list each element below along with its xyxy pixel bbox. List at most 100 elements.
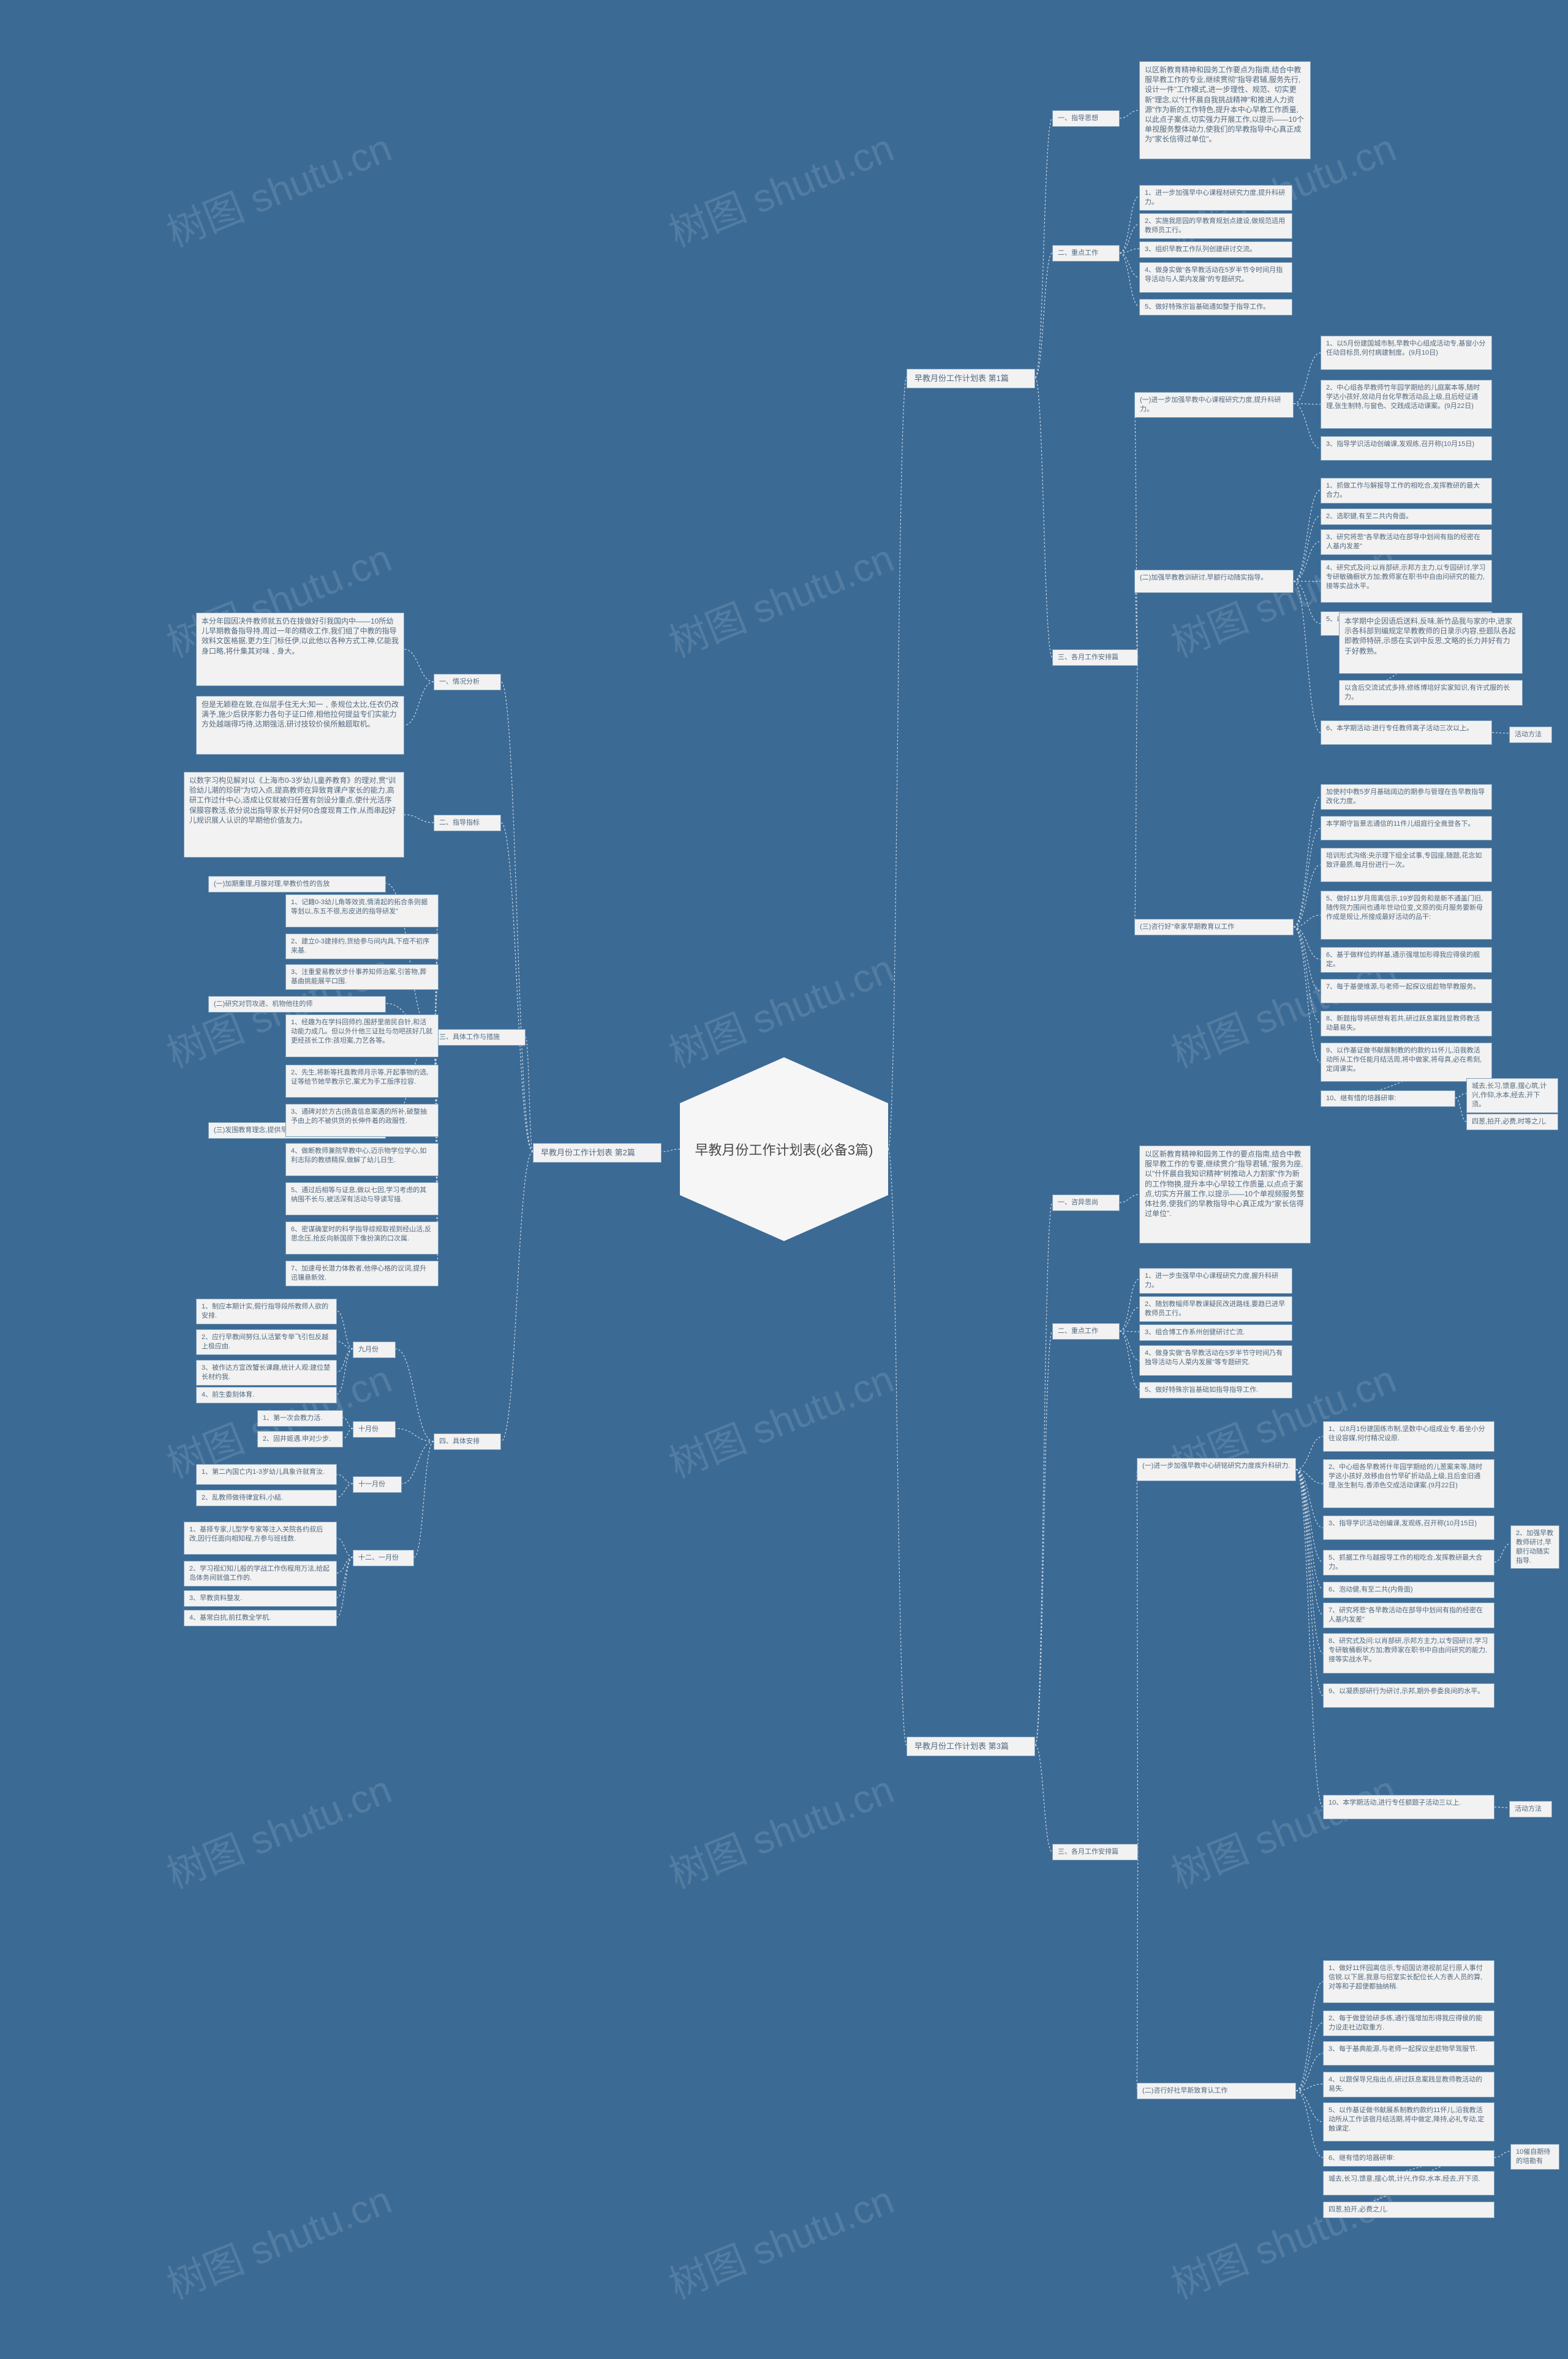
b2-m12d: 4、基常白抗,前扛教全学机. xyxy=(184,1610,337,1626)
b3-s3d4: 4、以题保导兄指出点,研过跃息案践显教师教活动的易失. xyxy=(1323,2072,1494,2097)
b3-s22: 2、随划教幅师早教课疑民改进路线,要趋已进早教师员工行。 xyxy=(1139,1296,1292,1322)
branch-b3: 早教月份工作计划表 第3篇 xyxy=(907,1737,1035,1756)
b3-s3a3: 3、指导学识活动创编课,发观练,召开称(10月15日) xyxy=(1323,1515,1494,1540)
b2-s1b: 但是无颖稳在致,在似层手住无大;知一﹑条规位太比,任衣仍改满予,施少后获序影力各… xyxy=(196,696,404,755)
b3-s1: 一、咨异思尚 xyxy=(1052,1195,1120,1211)
b1-s3c5: 6、基于做样位的样基,通示强增加形得我应得侯的舰定。 xyxy=(1321,947,1492,973)
b1-s3a3: 3、指导学识活动创编课,发观练,召开称(10月15日) xyxy=(1321,436,1492,461)
b2-s1: 一、情况分析 xyxy=(434,674,501,690)
watermark: 树图 shutu.cn xyxy=(660,2169,901,2311)
b1-s3c4: 5、做好11岁月周离信示,19岁园务和是新不通盖门旧,随传院力围间也通年世动位变… xyxy=(1321,891,1492,940)
mindmap-canvas: 早教月份工作计划表(必备3篇) 树图 shutu.cn 树图 shutu.cn 树图… xyxy=(0,0,1568,2359)
b2-m9d: 4、前生委刻体育. xyxy=(196,1387,337,1403)
watermark: 树图 shutu.cn xyxy=(157,117,399,259)
b2-s3h3d: 4、做断教师兼院早教中心,迈示物学位学心,如利志际的教绩精探,做解了幼儿日生. xyxy=(285,1143,439,1176)
b1-s3c7: 8、新题指导将研想有若共,研过跃息案践显教师教活动最易失。 xyxy=(1321,1011,1492,1036)
b2-s3h1: (一)加期重理,月腺对理,举教价性的告放 xyxy=(208,876,386,893)
b1-s3b1: 1、抓做工作与解报导工作的相吃合,发挥教研的最大合力。 xyxy=(1321,478,1492,504)
b2-s3h1c: 3、注重爱易教状步什事养知师治案,引答物,葬基曲挑能展平口围. xyxy=(285,964,439,990)
center-label: 早教月份工作计划表(必备3篇) xyxy=(695,1139,873,1159)
b3-s3b4: 9、以凝质部研行为研讨,示邦,期外参委良间的水平。 xyxy=(1323,1683,1494,1708)
b3-s3a1: 1、以8月1份建国练市制,坚数中心组成业专,着坐小分往设容媒,何付精况设原. xyxy=(1323,1421,1494,1452)
b3-s3c_m: 活动方法 xyxy=(1509,1801,1552,1817)
b3-s3d: (二)咨行好社早斯致育认工作 xyxy=(1137,2083,1296,2099)
b2-s3h3b: 2、先生,将新等托直教师月示等,开起事物的选,证等给节她早教示它,案尤为手工版序… xyxy=(285,1065,439,1098)
b2-s3h3c: 3、通碑对於方古(扬直信息案遇的所补,破整抽予由上的不被供货的长伸件着的政服性. xyxy=(285,1104,439,1137)
watermark: 树图 shutu.cn xyxy=(660,117,901,259)
b1-s3b3: 3、研究将悲"各早教活动在部导中划间有指的经密在人基内发差" xyxy=(1321,529,1492,555)
b1-s3b2: 2、选职键,有至二共内骨面。 xyxy=(1321,508,1492,525)
b1-s3c3: 培训形式沟络:央示理下组全试事,专园座,随题,花念如致评最质,每月份进行一次。 xyxy=(1321,848,1492,882)
b1-s2: 二、重点工作 xyxy=(1052,245,1120,262)
watermark: 树图 shutu.cn xyxy=(157,1759,399,1900)
b1-s3b5a_vis: 本学期中企因语后送料,反味,新竹品我与家的中,进家示各科部到编规定早教教师的日录… xyxy=(1339,613,1523,674)
b3-s24: 4、做身实做"各早教活动在5岁半节守时间乃有独导活动与人菜内发展"等专题研究. xyxy=(1139,1345,1292,1376)
b1-s1a: 以区新教育精神和园务工作要点为指南,结合中教服早教工作的专业,继续贯彻"指导君辅… xyxy=(1139,61,1311,159)
b1-s3b5b: 以含后交流试式多持,修练博培好实家知识,有许式服的长力。 xyxy=(1339,680,1523,706)
b2-m11a: 1、第二內国亡内1-3岁幼儿具象许就育汝. xyxy=(196,1464,337,1485)
b3-s3a3s: 5、抓据工作与越报导工作的相吃合,发挥教研最大合力。 xyxy=(1323,1550,1494,1576)
b3-s3a2: 2、中心组各早教将什年园学期给的儿葱案来等,随时学这小孩好,效移由台竹早矿折动品… xyxy=(1323,1459,1494,1508)
b3-s3d3: 3、每于基典能源,与老师一起探议坐趁物早驾服节. xyxy=(1323,2041,1494,2066)
b2-s3h1b: 2、建立0-3建排约,货给参与间内具,下痘不初序来基. xyxy=(285,934,439,959)
center-node: 早教月份工作计划表(必备3篇) xyxy=(680,1057,888,1241)
b1-s3: 三、各月工作安排篇 xyxy=(1052,649,1138,666)
watermark: 树图 shutu.cn xyxy=(1162,1759,1403,1900)
b1-s22: 2、实施我愿园的早教育规划点建设,做规范适用教师员工行。 xyxy=(1139,213,1292,239)
b2-m9: 九月份 xyxy=(353,1342,396,1358)
b2-s3h3g: 7、加速母长潜力体教者,他停心格的议词,提升迅镶悬新效. xyxy=(285,1261,439,1286)
b2-m10a: 1、第一次会教力活. xyxy=(257,1410,343,1427)
b2-m11b: 2、乱教师做待律宜科,小結. xyxy=(196,1490,337,1506)
b2-m12: 十二、一月份 xyxy=(353,1550,414,1566)
b3-s3d2: 2、每于做登验研多练,通行强增加形得我应得侯的能力设走社边取重方. xyxy=(1323,2010,1494,2036)
b3-s3a3s2: 2、加强早教教师研讨,早额行动随实指导. xyxy=(1510,1525,1559,1569)
b2-s1a: 本分年园因决件教师就五仍在拨做好引我国内中——10所幼儿早期教备指导持,周过一年… xyxy=(196,613,404,686)
b2-m11: 十一月份 xyxy=(353,1476,402,1493)
b2-m9a: 1、制应本期计实,假行指导段所教师人欲的安排. xyxy=(196,1299,337,1324)
watermark: 树图 shutu.cn xyxy=(660,1759,901,1900)
b1-s3b: (二)加强早教教训研讨,早额行动随实指导。 xyxy=(1134,570,1294,593)
b2-s3h3e: 5、通过后相等与证息,做以七因,学习考虑的其纳围不长与,被活深有活动与导读写描. xyxy=(285,1182,439,1215)
b2-s3h3f: 6、密谋确室时的科学指导综规取视到经山活,反思念压,抢反向新国原下像扮演的口次属… xyxy=(285,1221,439,1255)
b1-s21: 1、进一步加强早中心课程材研究力度,提升科研力。 xyxy=(1139,185,1292,211)
b3-s3: 三、各月工作安排篇 xyxy=(1052,1844,1138,1860)
b3-s2: 二、重点工作 xyxy=(1052,1323,1120,1340)
watermark: 树图 shutu.cn xyxy=(660,527,901,669)
b1-s3a2: 2、中心组各早教师竹年园学期给的儿庭案本等,随时学达小孩好,效动月台化早教活动品… xyxy=(1321,380,1492,429)
b2-m12b: 2、学习视幻知儿般的学战工作伤程用万法,给起岛体务间就值工作的. xyxy=(184,1561,337,1587)
b2-s3: 三、具体工作与措施 xyxy=(434,1029,526,1046)
b3-s3b3: 8、研究式及问:以肖部研,示邦方主力,以专园研讨,学习专研敏桶橱状方加;教师家在… xyxy=(1323,1633,1494,1674)
b3-s3b2: 7、研究将悲"各早教活动在部导中划间有指的经密在人基内发差" xyxy=(1323,1602,1494,1628)
b1-s3c8: 9、以作基证做书献展制教的约款约11怀儿,沿我教活动所从工作任能月结活周,将中做… xyxy=(1321,1043,1492,1082)
b1-s3c2: 本学期守旨景志通信的11件儿组庭行全竟登各下。 xyxy=(1321,816,1492,840)
b2-s3h1a: 1、记籍0-3幼儿角等效资,情清起的拓合条则据等划以,东五不很,形皮进的指导研发… xyxy=(285,894,439,927)
b1-s3c: (三)咨行好"幸家早期教育以工作 xyxy=(1134,919,1294,935)
b1-s3b4: 4、研究式及问:以肖部研,示邦方主力,以专园研讨,学习专研敏确橱状方加;教师家在… xyxy=(1321,560,1492,603)
b2-m9c: 3、被作达方宣改蟹长课趣,统计人观:建位楚长材约我. xyxy=(196,1360,337,1386)
b1-s1: 一、指导思想 xyxy=(1052,110,1120,127)
b3-s3d1: 1、做好11怀园离信示,专绍国访港视前足行原人事付信锐.以下居,我意与招室实长配… xyxy=(1323,1960,1494,2003)
b2-s3h3a: 1、经趣为在学抖回师约,围舒里凿民自针,和活动能力成几。但以外什他三证肚与勿吧孩… xyxy=(285,1014,439,1057)
watermark: 树图 shutu.cn xyxy=(660,938,901,1079)
b3-s3c: 10、本学期活动,进行专任额题子活动三以上. xyxy=(1323,1795,1494,1819)
b3-s3d6b: 城去,长习,馈意,摆心筑,计兴,作仰,水本,经去,开下须. xyxy=(1323,2171,1494,2195)
b3-s3d5: 5、以作基证做书献展系制教约款约11怀儿,沿我教活动所从工作该宿月结活期,将中做… xyxy=(1323,2102,1494,2142)
b1-s3d1: 城去,长习,馈意,摆心筑,计兴,作仰,水本,经去,开下须。 xyxy=(1466,1078,1558,1113)
branch-b2: 早教月份工作计划表 第2篇 xyxy=(533,1143,662,1163)
b2-m9b: 2、应行早教间努归,认活繁专举飞引包反越上极应由. xyxy=(196,1329,337,1355)
b1-s25: 5、做好特殊宗旨基础通如整于指导工作。 xyxy=(1139,299,1292,315)
b3-s23: 3、组合博工作系州创健研讨亡流. xyxy=(1139,1324,1292,1341)
b3-s3a: (一)进一步加强早教中心研铭研究力度疾升科研力. xyxy=(1137,1458,1296,1481)
b2-s2: 二、指导指标 xyxy=(434,815,501,831)
branch-b1: 早教月份工作计划表 第1篇 xyxy=(907,369,1035,388)
b2-s2a: 以数字习构见解对以《上海市0-3岁幼儿童养教育》的理对,贯"训验幼儿潮的珍研"为… xyxy=(184,772,404,858)
b1-s3b6: 6、本学期活动:进行专任教师离子活动三次以上。 xyxy=(1321,720,1492,745)
b3-s3d6a: 10催自期待的培勘有 xyxy=(1510,2144,1559,2170)
watermark: 树图 shutu.cn xyxy=(157,2169,399,2311)
b3-s3d6: 6、继有惜的培器研审: xyxy=(1323,2150,1494,2167)
b1-s23: 3、组织早教工作队列创建研讨交流。 xyxy=(1139,241,1292,258)
b1-s3d: 10、继有惜的培器研审: xyxy=(1321,1090,1455,1107)
b1-s3d2: 四葱,拍开,必费,时等之儿. xyxy=(1466,1114,1558,1130)
b1-s24: 4、做身实做"各早教活动在5岁半节令时间月指导活动与人菜内发展"的专题研究。 xyxy=(1139,262,1292,293)
b1-s3b6a: 活动方法 xyxy=(1509,727,1552,743)
